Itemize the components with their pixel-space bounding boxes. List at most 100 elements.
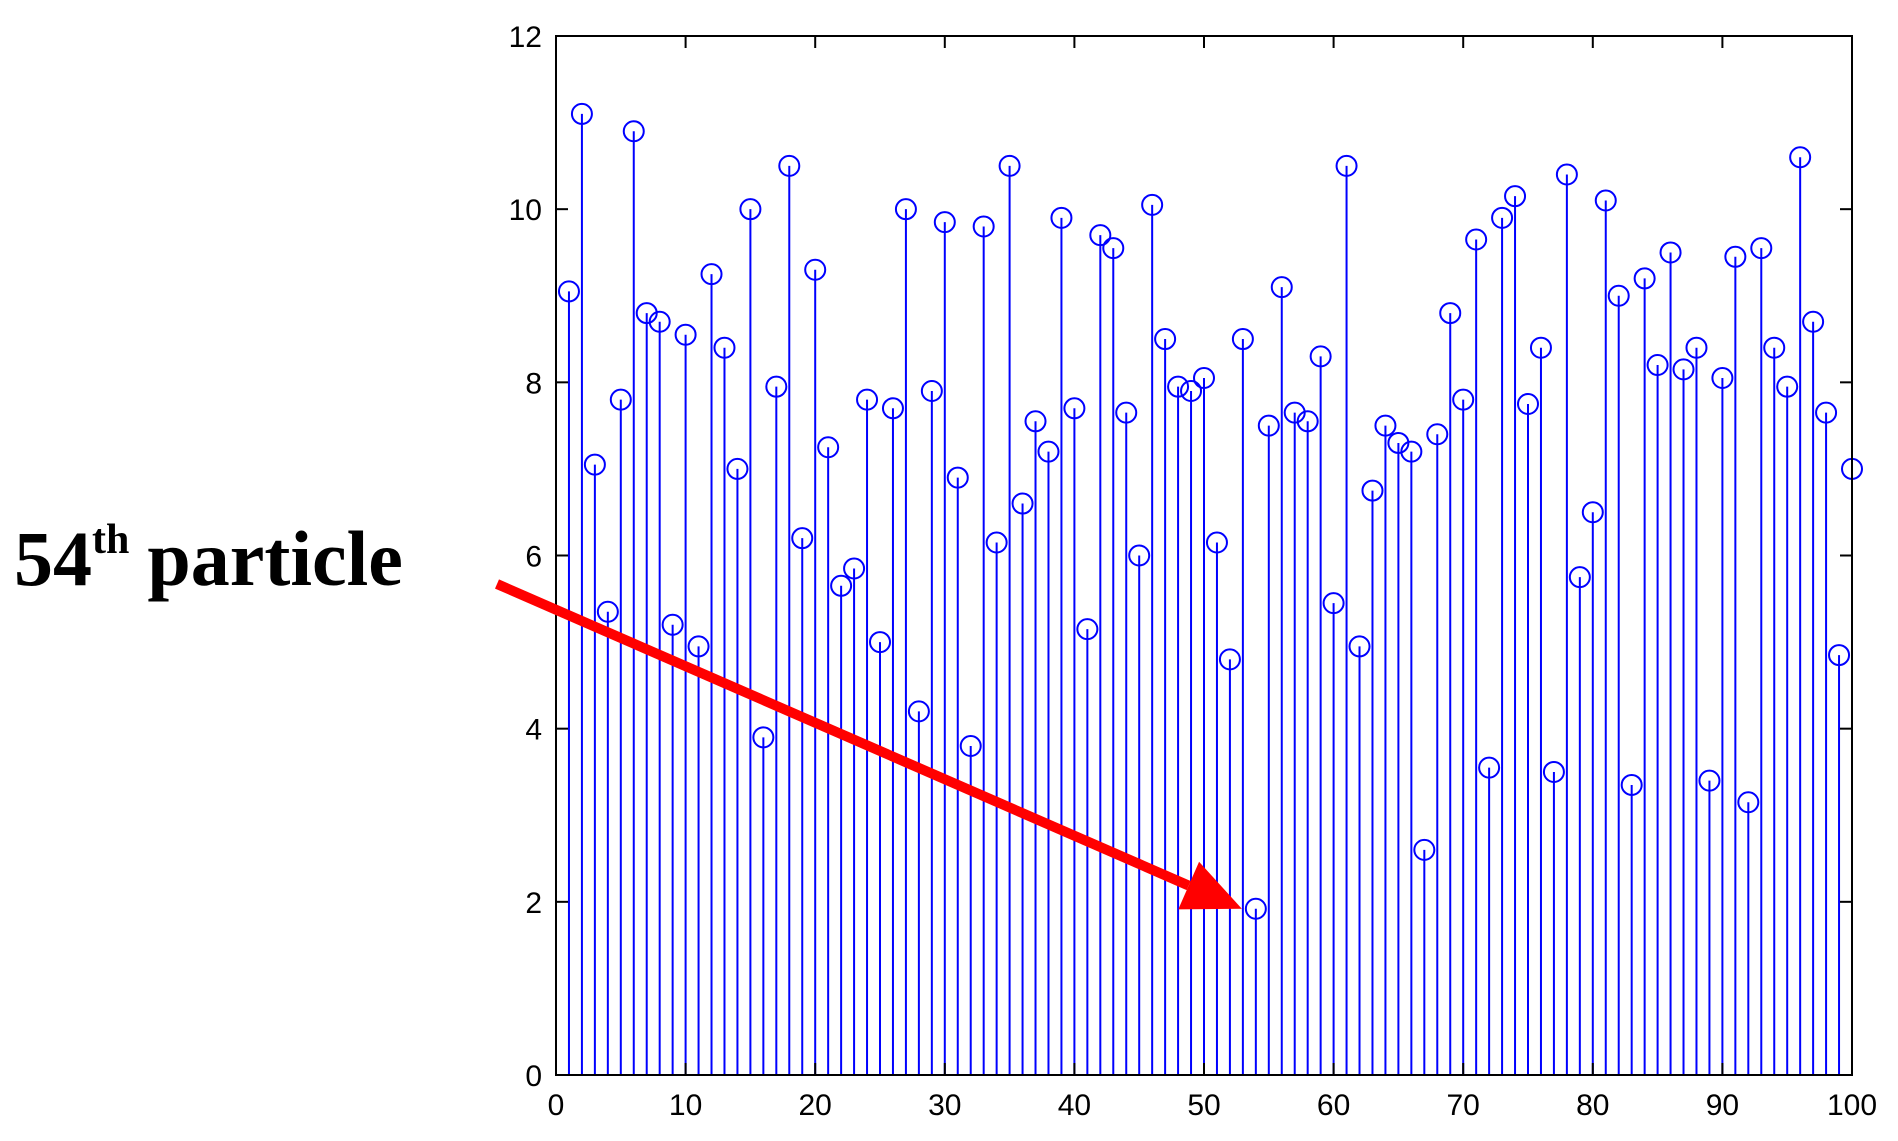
- stem-marker: [1037, 440, 1060, 463]
- stem-marker: [1024, 410, 1047, 433]
- stem-marker: [765, 375, 788, 398]
- stem-marker: [881, 397, 904, 420]
- stem-marker: [817, 436, 840, 459]
- stem-marker: [1724, 245, 1747, 268]
- stem-marker: [985, 531, 1008, 554]
- stem-marker: [1802, 310, 1825, 333]
- stem-marker: [674, 323, 697, 346]
- stem-marker: [1633, 267, 1656, 290]
- stem-marker: [583, 453, 606, 476]
- stem-marker: [700, 263, 723, 286]
- stem-marker: [869, 631, 891, 654]
- stem-marker: [1452, 388, 1475, 411]
- annotation-arrow-shaft: [495, 579, 1191, 891]
- stem-marker: [1568, 566, 1591, 589]
- stem-marker: [596, 600, 619, 623]
- stem-marker: [1244, 897, 1267, 920]
- x-tick-label: 100: [1827, 1089, 1877, 1122]
- x-tick-label: 70: [1447, 1089, 1480, 1122]
- stem-marker: [739, 198, 762, 221]
- stem-marker: [1426, 423, 1449, 446]
- stem-marker: [1750, 237, 1773, 260]
- stem-marker: [791, 527, 814, 550]
- stem-marker: [726, 457, 749, 480]
- stem-marker: [1322, 592, 1345, 615]
- stem-marker: [778, 154, 801, 177]
- stem-marker: [843, 557, 866, 580]
- annotation-number: 54: [14, 515, 92, 602]
- stem-marker: [1465, 228, 1488, 251]
- stem-marker: [1400, 440, 1423, 463]
- stem-marker: [570, 102, 593, 125]
- stem-marker: [946, 466, 969, 489]
- stem-marker: [1581, 501, 1604, 524]
- stem-marker: [648, 310, 671, 333]
- y-tick-label: 8: [525, 367, 542, 400]
- stem-marker: [933, 211, 956, 234]
- stem-marker: [713, 336, 736, 359]
- stem-marker: [1698, 769, 1721, 792]
- stem-marker: [1413, 838, 1436, 861]
- stem-marker: [1102, 237, 1125, 260]
- y-tick-label: 12: [509, 21, 542, 54]
- stem-marker: [1815, 401, 1838, 424]
- stem-marker: [1672, 358, 1695, 381]
- stem-marker: [661, 613, 684, 636]
- stem-marker: [1205, 531, 1228, 554]
- x-tick-label: 90: [1706, 1089, 1739, 1122]
- x-tick-label: 10: [669, 1089, 702, 1122]
- x-tick-label: 40: [1058, 1089, 1091, 1122]
- stem-marker: [907, 700, 930, 723]
- stem-marker: [1335, 154, 1358, 177]
- annotation-label: 54th particle: [14, 515, 403, 602]
- stem-marker: [1050, 206, 1073, 229]
- stem-marker: [1776, 375, 1799, 398]
- y-tick-label: 6: [525, 541, 542, 574]
- stem-marker: [1711, 367, 1734, 390]
- stem-marker: [830, 574, 853, 597]
- stem-marker: [1555, 163, 1578, 186]
- stem-marker: [1789, 146, 1812, 169]
- stem-marker: [1218, 648, 1241, 671]
- stem-marker: [1063, 397, 1086, 420]
- x-tick-label: 20: [799, 1089, 832, 1122]
- stem-marker: [1828, 644, 1851, 667]
- annotation-arrow-head: [1178, 861, 1242, 910]
- stem-marker: [804, 258, 827, 281]
- stem-marker: [1270, 276, 1293, 299]
- y-tick-label: 4: [525, 714, 542, 747]
- stem-marker: [1309, 345, 1332, 368]
- stem-marker: [856, 388, 879, 411]
- x-tick-label: 80: [1576, 1089, 1609, 1122]
- stem-marker: [1154, 328, 1177, 351]
- stem-marker: [959, 734, 982, 757]
- stem-marker: [1763, 336, 1786, 359]
- stem-marker: [920, 379, 943, 402]
- stems-layer: [557, 102, 1863, 1075]
- x-tick-label: 30: [928, 1089, 961, 1122]
- stem-marker: [1257, 414, 1280, 437]
- y-tick-label: 0: [525, 1060, 542, 1093]
- x-tick-label: 0: [548, 1089, 565, 1122]
- annotation-arrow-layer: [495, 579, 1242, 910]
- stem-marker: [1478, 756, 1501, 779]
- stem-marker: [1348, 635, 1371, 658]
- stem-marker: [1374, 414, 1397, 437]
- x-tick-label: 50: [1187, 1089, 1220, 1122]
- stem-marker: [1542, 760, 1565, 783]
- stem-marker: [1646, 354, 1669, 377]
- stem-marker: [1491, 206, 1514, 229]
- stem-marker: [1504, 185, 1527, 208]
- stem-marker: [752, 726, 775, 749]
- stem-marker: [622, 120, 645, 143]
- stem-marker: [1529, 336, 1552, 359]
- stem-marker: [1193, 367, 1215, 390]
- stem-marker: [1076, 618, 1099, 641]
- stem-marker: [1296, 410, 1319, 433]
- stem-marker: [1167, 375, 1190, 398]
- annotation-word: particle: [147, 515, 403, 602]
- stem-marker: [1685, 336, 1708, 359]
